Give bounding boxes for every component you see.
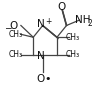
Text: O: O [37,74,45,84]
Text: N: N [37,19,45,29]
Text: CH₃: CH₃ [66,33,80,42]
Text: +: + [45,17,51,26]
Text: O: O [9,21,17,31]
Text: −: − [4,23,12,32]
Text: •: • [44,74,51,84]
Text: O: O [57,2,65,12]
Text: CH₃: CH₃ [66,50,80,59]
Text: CH₃: CH₃ [8,50,22,59]
Text: 2: 2 [87,19,92,28]
Text: NH: NH [75,15,90,25]
Text: CH₃: CH₃ [8,30,22,39]
Text: N: N [37,51,45,61]
